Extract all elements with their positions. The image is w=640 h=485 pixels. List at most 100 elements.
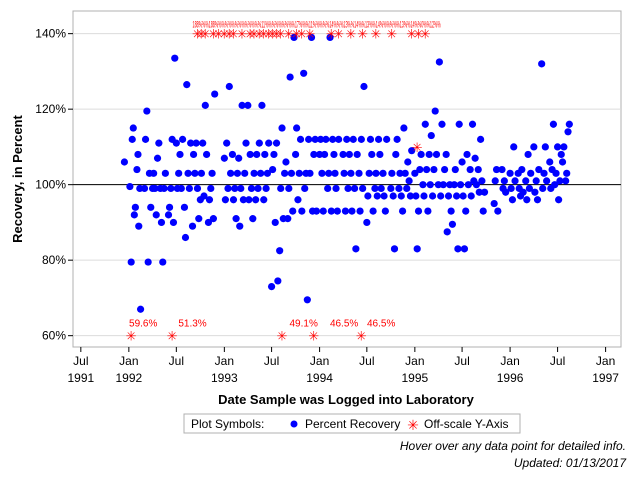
data-point[interactable] bbox=[506, 170, 513, 177]
data-point[interactable] bbox=[376, 151, 383, 158]
data-point[interactable] bbox=[162, 170, 169, 177]
data-point[interactable] bbox=[457, 181, 464, 188]
data-point[interactable] bbox=[509, 196, 516, 203]
data-point[interactable] bbox=[321, 151, 328, 158]
data-point[interactable] bbox=[398, 192, 405, 199]
data-point[interactable] bbox=[331, 170, 338, 177]
data-point[interactable] bbox=[440, 181, 447, 188]
data-point[interactable] bbox=[335, 136, 342, 143]
data-point[interactable] bbox=[173, 140, 180, 147]
data-point[interactable] bbox=[426, 151, 433, 158]
data-point[interactable] bbox=[278, 124, 285, 131]
data-point[interactable] bbox=[276, 247, 283, 254]
data-point[interactable] bbox=[394, 136, 401, 143]
data-point[interactable] bbox=[387, 185, 394, 192]
data-point[interactable] bbox=[452, 166, 459, 173]
data-point[interactable] bbox=[207, 185, 214, 192]
data-point[interactable] bbox=[284, 215, 291, 222]
data-point[interactable] bbox=[501, 177, 508, 184]
data-point[interactable] bbox=[294, 196, 301, 203]
data-point[interactable] bbox=[260, 196, 267, 203]
data-point[interactable] bbox=[508, 185, 515, 192]
data-point[interactable] bbox=[150, 170, 157, 177]
data-point[interactable] bbox=[372, 170, 379, 177]
data-point[interactable] bbox=[199, 140, 206, 147]
data-point[interactable] bbox=[555, 196, 562, 203]
data-point[interactable] bbox=[368, 151, 375, 158]
data-point[interactable] bbox=[206, 196, 213, 203]
offscale-point[interactable]: ✳ bbox=[126, 330, 137, 345]
data-point[interactable] bbox=[281, 170, 288, 177]
data-point[interactable] bbox=[265, 140, 272, 147]
data-point[interactable] bbox=[194, 185, 201, 192]
offscale-point[interactable]: ✳ bbox=[357, 28, 368, 43]
data-point[interactable] bbox=[147, 204, 154, 211]
data-point[interactable] bbox=[461, 245, 468, 252]
data-point[interactable] bbox=[379, 170, 386, 177]
data-point[interactable] bbox=[525, 151, 532, 158]
data-point[interactable] bbox=[155, 140, 162, 147]
data-point[interactable] bbox=[354, 151, 361, 158]
data-point[interactable] bbox=[367, 136, 374, 143]
data-point[interactable] bbox=[320, 207, 327, 214]
data-point[interactable] bbox=[130, 124, 137, 131]
data-point[interactable] bbox=[546, 158, 553, 165]
data-point[interactable] bbox=[181, 204, 188, 211]
data-point[interactable] bbox=[378, 185, 385, 192]
data-point[interactable] bbox=[538, 60, 545, 67]
data-point[interactable] bbox=[277, 185, 284, 192]
data-point[interactable] bbox=[346, 151, 353, 158]
offscale-point[interactable]: ✳ bbox=[304, 28, 315, 43]
data-point[interactable] bbox=[416, 166, 423, 173]
data-point[interactable] bbox=[429, 192, 436, 199]
data-point[interactable] bbox=[564, 128, 571, 135]
data-point[interactable] bbox=[533, 177, 540, 184]
data-point[interactable] bbox=[121, 158, 128, 165]
data-point[interactable] bbox=[444, 228, 451, 235]
data-point[interactable] bbox=[369, 207, 376, 214]
data-point[interactable] bbox=[292, 151, 299, 158]
data-point[interactable] bbox=[287, 73, 294, 80]
data-point[interactable] bbox=[257, 170, 264, 177]
data-point[interactable] bbox=[382, 207, 389, 214]
data-point[interactable] bbox=[261, 151, 268, 158]
data-point[interactable] bbox=[159, 258, 166, 265]
data-point[interactable] bbox=[141, 185, 148, 192]
data-point[interactable] bbox=[343, 136, 350, 143]
data-point[interactable] bbox=[430, 166, 437, 173]
data-point[interactable] bbox=[566, 121, 573, 128]
data-point[interactable] bbox=[422, 121, 429, 128]
data-point[interactable] bbox=[511, 177, 518, 184]
data-point[interactable] bbox=[288, 170, 295, 177]
data-point[interactable] bbox=[344, 185, 351, 192]
offscale-point[interactable]: ✳ bbox=[333, 28, 344, 43]
data-point[interactable] bbox=[305, 136, 312, 143]
data-point[interactable] bbox=[198, 170, 205, 177]
data-point[interactable] bbox=[491, 200, 498, 207]
data-point[interactable] bbox=[230, 196, 237, 203]
data-point[interactable] bbox=[193, 140, 200, 147]
data-point[interactable] bbox=[274, 277, 281, 284]
data-point[interactable] bbox=[554, 143, 561, 150]
data-point[interactable] bbox=[153, 211, 160, 218]
offscale-point[interactable]: ✳ bbox=[308, 330, 319, 345]
data-point[interactable] bbox=[313, 207, 320, 214]
data-point[interactable] bbox=[540, 170, 547, 177]
data-point[interactable] bbox=[285, 185, 292, 192]
data-point[interactable] bbox=[523, 196, 530, 203]
offscale-point[interactable]: ✳ bbox=[386, 28, 397, 43]
data-point[interactable] bbox=[298, 207, 305, 214]
data-point[interactable] bbox=[229, 151, 236, 158]
data-point[interactable] bbox=[558, 151, 565, 158]
data-point[interactable] bbox=[222, 196, 229, 203]
data-point[interactable] bbox=[248, 185, 255, 192]
data-point[interactable] bbox=[211, 90, 218, 97]
data-point[interactable] bbox=[306, 170, 313, 177]
data-point[interactable] bbox=[301, 185, 308, 192]
data-point[interactable] bbox=[330, 151, 337, 158]
data-point[interactable] bbox=[252, 196, 259, 203]
data-point[interactable] bbox=[380, 192, 387, 199]
data-point[interactable] bbox=[436, 58, 443, 65]
data-point[interactable] bbox=[539, 185, 546, 192]
offscale-point[interactable]: ✳ bbox=[371, 28, 382, 43]
